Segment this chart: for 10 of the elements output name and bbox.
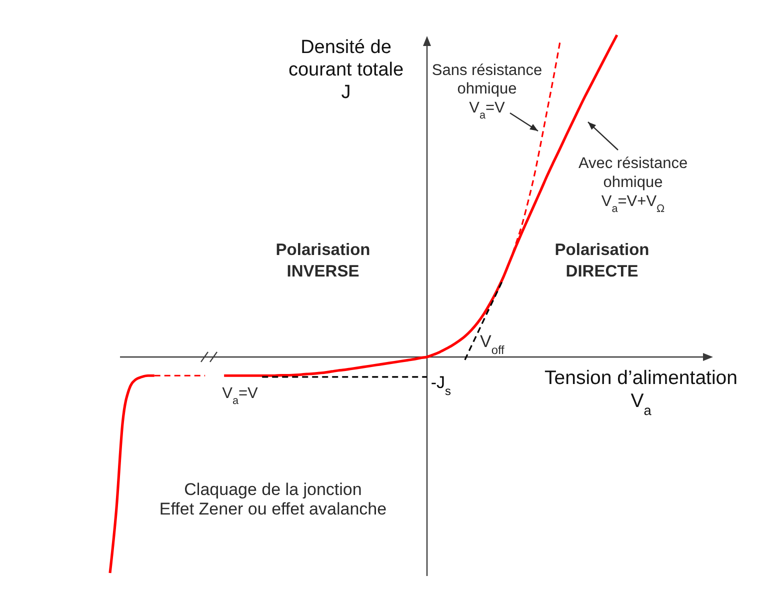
x-axis-title: Tension d’alimentation V$_{a}$ <box>544 367 738 418</box>
y-axis-title: Densité de courant totale J <box>288 37 404 103</box>
annotation: Polarisation DIRECTE <box>554 241 650 280</box>
series-label: -J$_{s}$ <box>430 372 452 398</box>
annotation: V$_{a}$=V <box>222 385 259 407</box>
annotation: Sans résistance ohmique V$_{a}$=V <box>432 62 542 122</box>
annotation: V$_{off}$ <box>480 332 506 357</box>
annotation: Avec résistance ohmique V$_{a}$=V+V$_{Ω}$ <box>578 155 688 215</box>
annotation: Polarisation INVERSE <box>276 241 370 280</box>
annotation: Claquage de la jonction Effet Zener ou effet avalanche <box>159 480 387 518</box>
